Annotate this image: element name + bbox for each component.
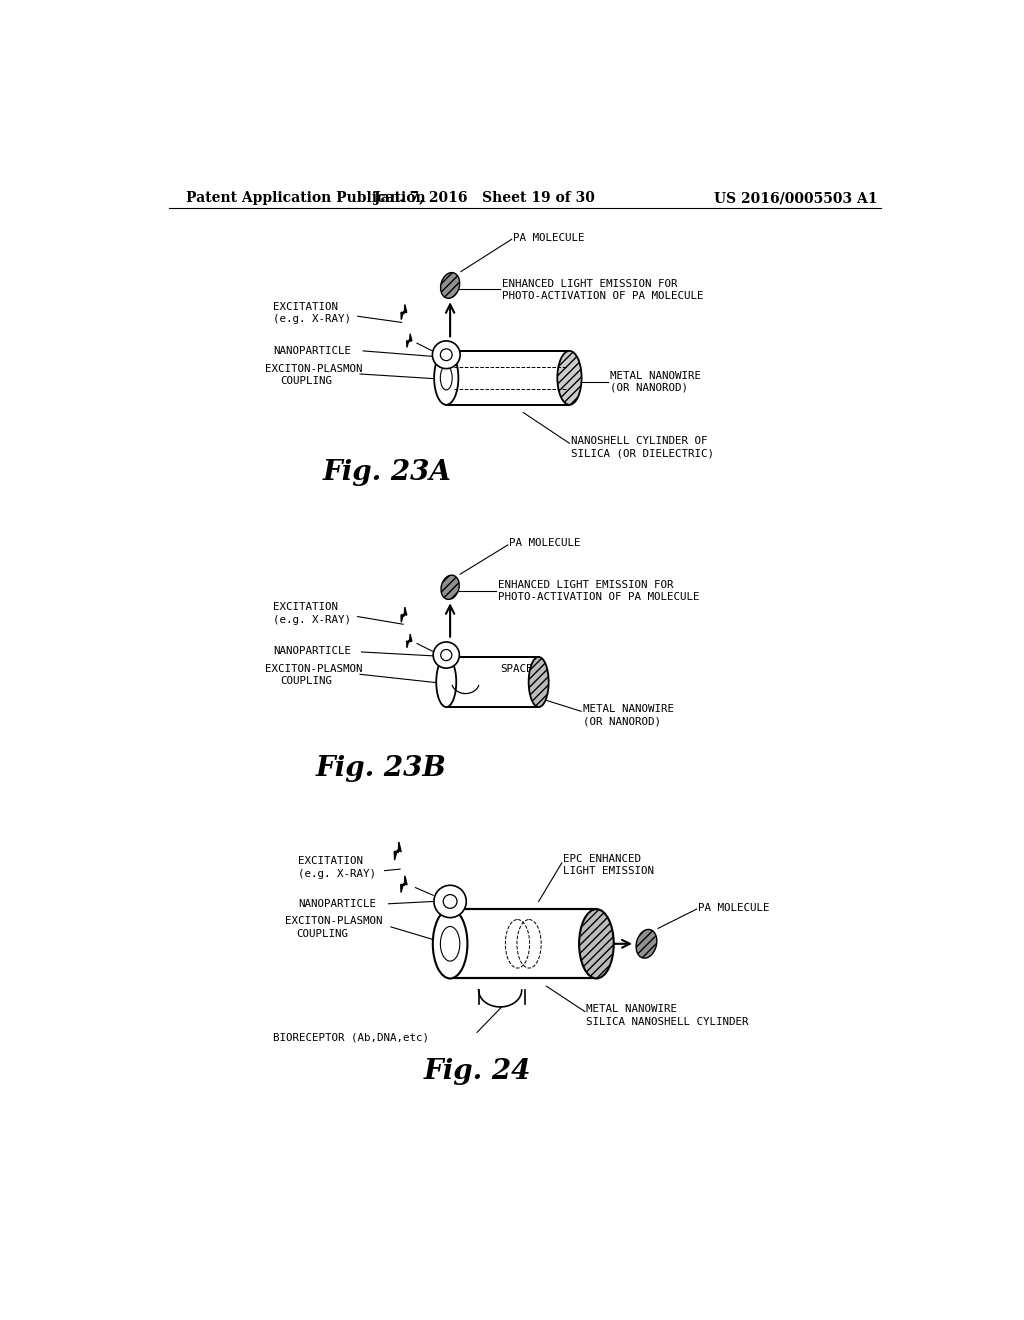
Text: (e.g. X-RAY): (e.g. X-RAY)	[298, 869, 377, 879]
Polygon shape	[394, 842, 401, 861]
Ellipse shape	[440, 273, 460, 298]
Text: Fig. 23B: Fig. 23B	[315, 755, 446, 783]
Text: Fig. 23A: Fig. 23A	[323, 459, 452, 486]
Text: NANOPARTICLE: NANOPARTICLE	[298, 899, 377, 908]
Text: EXCITON-PLASMON: EXCITON-PLASMON	[265, 664, 362, 675]
Ellipse shape	[434, 886, 466, 917]
Text: NANOPARTICLE: NANOPARTICLE	[273, 346, 351, 356]
Text: METAL NANOWIRE: METAL NANOWIRE	[609, 371, 700, 380]
Ellipse shape	[441, 576, 459, 599]
Ellipse shape	[433, 909, 467, 978]
Ellipse shape	[440, 348, 453, 360]
Text: EXCITON-PLASMON: EXCITON-PLASMON	[285, 916, 382, 925]
Ellipse shape	[440, 366, 453, 389]
Ellipse shape	[433, 642, 460, 668]
Text: ENHANCED LIGHT EMISSION FOR: ENHANCED LIGHT EMISSION FOR	[498, 579, 674, 590]
Text: Fig. 24: Fig. 24	[423, 1057, 530, 1085]
Text: (OR NANOROD): (OR NANOROD)	[583, 717, 660, 726]
Text: PA MOLECULE: PA MOLECULE	[698, 903, 770, 912]
Text: SILICA (OR DIELECTRIC): SILICA (OR DIELECTRIC)	[571, 449, 714, 458]
Bar	[451, 909, 596, 978]
Text: EXCITATION: EXCITATION	[273, 302, 338, 312]
Ellipse shape	[636, 929, 656, 958]
Text: EXCITATION: EXCITATION	[298, 857, 364, 866]
Ellipse shape	[557, 351, 582, 405]
Ellipse shape	[528, 657, 549, 708]
Polygon shape	[401, 607, 407, 622]
Text: COUPLING: COUPLING	[281, 376, 333, 385]
Ellipse shape	[443, 895, 457, 908]
Text: Jan. 7, 2016   Sheet 19 of 30: Jan. 7, 2016 Sheet 19 of 30	[375, 191, 595, 206]
Text: PA MOLECULE: PA MOLECULE	[513, 232, 585, 243]
Polygon shape	[407, 634, 412, 648]
Polygon shape	[401, 305, 407, 319]
Polygon shape	[400, 876, 408, 892]
Text: US 2016/0005503 A1: US 2016/0005503 A1	[714, 191, 878, 206]
Text: PA MOLECULE: PA MOLECULE	[509, 539, 581, 548]
Bar	[446, 657, 539, 708]
Text: NANOPARTICLE: NANOPARTICLE	[273, 647, 351, 656]
Text: COUPLING: COUPLING	[296, 929, 348, 939]
Text: PHOTO-ACTIVATION OF PA MOLECULE: PHOTO-ACTIVATION OF PA MOLECULE	[502, 292, 703, 301]
Text: LIGHT EMISSION: LIGHT EMISSION	[563, 866, 654, 876]
Text: METAL NANOWIRE: METAL NANOWIRE	[583, 704, 674, 714]
Text: SPACER: SPACER	[500, 664, 540, 675]
Ellipse shape	[432, 341, 460, 368]
Text: COUPLING: COUPLING	[281, 676, 333, 686]
Polygon shape	[407, 334, 412, 347]
Text: (OR NANOROD): (OR NANOROD)	[609, 383, 687, 393]
Text: (e.g. X-RAY): (e.g. X-RAY)	[273, 314, 351, 325]
Text: METAL NANOWIRE: METAL NANOWIRE	[587, 1005, 678, 1014]
Ellipse shape	[580, 909, 613, 978]
Text: (e.g. X-RAY): (e.g. X-RAY)	[273, 615, 351, 624]
Ellipse shape	[434, 351, 459, 405]
Ellipse shape	[436, 657, 457, 708]
Text: EPC ENHANCED: EPC ENHANCED	[563, 854, 641, 865]
Ellipse shape	[440, 649, 452, 660]
Bar	[446, 351, 569, 405]
Text: Patent Application Publication: Patent Application Publication	[186, 191, 426, 206]
Text: BIORECEPTOR (Ab,DNA,etc): BIORECEPTOR (Ab,DNA,etc)	[273, 1032, 429, 1043]
Text: NANOSHELL CYLINDER OF: NANOSHELL CYLINDER OF	[571, 436, 708, 446]
Ellipse shape	[440, 927, 460, 961]
Text: ENHANCED LIGHT EMISSION FOR: ENHANCED LIGHT EMISSION FOR	[502, 279, 677, 289]
Text: PHOTO-ACTIVATION OF PA MOLECULE: PHOTO-ACTIVATION OF PA MOLECULE	[498, 593, 699, 602]
Text: EXCITON-PLASMON: EXCITON-PLASMON	[265, 363, 362, 374]
Text: EXCITATION: EXCITATION	[273, 602, 338, 612]
Text: SILICA NANOSHELL CYLINDER: SILICA NANOSHELL CYLINDER	[587, 1016, 749, 1027]
